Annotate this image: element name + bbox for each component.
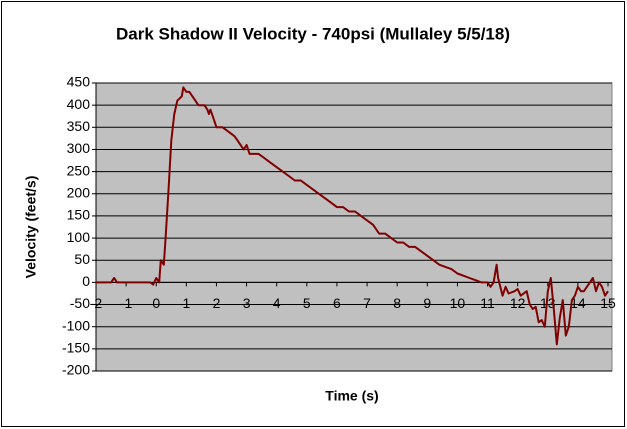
x-tick-label: 13 — [540, 295, 556, 311]
y-tick-label: 250 — [67, 162, 91, 178]
y-tick-label: 450 — [67, 74, 91, 90]
x-tick-label: -2 — [90, 295, 103, 311]
x-tick-label: -1 — [120, 295, 133, 311]
x-tick-label: 12 — [510, 295, 526, 311]
y-tick-label: 50 — [74, 251, 90, 267]
x-tick-label: 1 — [182, 295, 190, 311]
x-tick-label: 5 — [303, 295, 311, 311]
x-tick-label: 15 — [600, 295, 616, 311]
x-tick-label: 0 — [152, 295, 160, 311]
y-tick-label: -50 — [70, 295, 90, 311]
x-tick-label: 2 — [213, 295, 221, 311]
x-tick-label: 7 — [363, 295, 371, 311]
y-tick-label: -100 — [62, 317, 90, 333]
y-tick-label: 350 — [67, 118, 91, 134]
y-tick-label: -200 — [62, 362, 90, 378]
x-axis-title: Time (s) — [325, 388, 378, 404]
x-tick-label: 6 — [333, 295, 341, 311]
plot-area — [95, 82, 613, 372]
y-tick-label: 100 — [67, 229, 91, 245]
y-tick-label: 300 — [67, 140, 91, 156]
y-tick-label: 150 — [67, 207, 91, 223]
y-tick-label: 400 — [67, 96, 91, 112]
x-tick-label: 14 — [570, 295, 586, 311]
x-tick-label: 9 — [423, 295, 431, 311]
x-tick-label: 3 — [243, 295, 251, 311]
x-tick-label: 8 — [393, 295, 401, 311]
y-axis-title: Velocity (feet/s) — [23, 176, 39, 279]
y-tick-label: -150 — [62, 340, 90, 356]
x-tick-label: 10 — [450, 295, 466, 311]
chart-title: Dark Shadow II Velocity - 740psi (Mullal… — [116, 24, 510, 43]
x-tick-label: 4 — [273, 295, 281, 311]
y-tick-label: 0 — [82, 273, 90, 289]
series-line — [96, 86, 609, 346]
y-tick-label: 200 — [67, 184, 91, 200]
x-tick-label: 11 — [480, 295, 495, 311]
